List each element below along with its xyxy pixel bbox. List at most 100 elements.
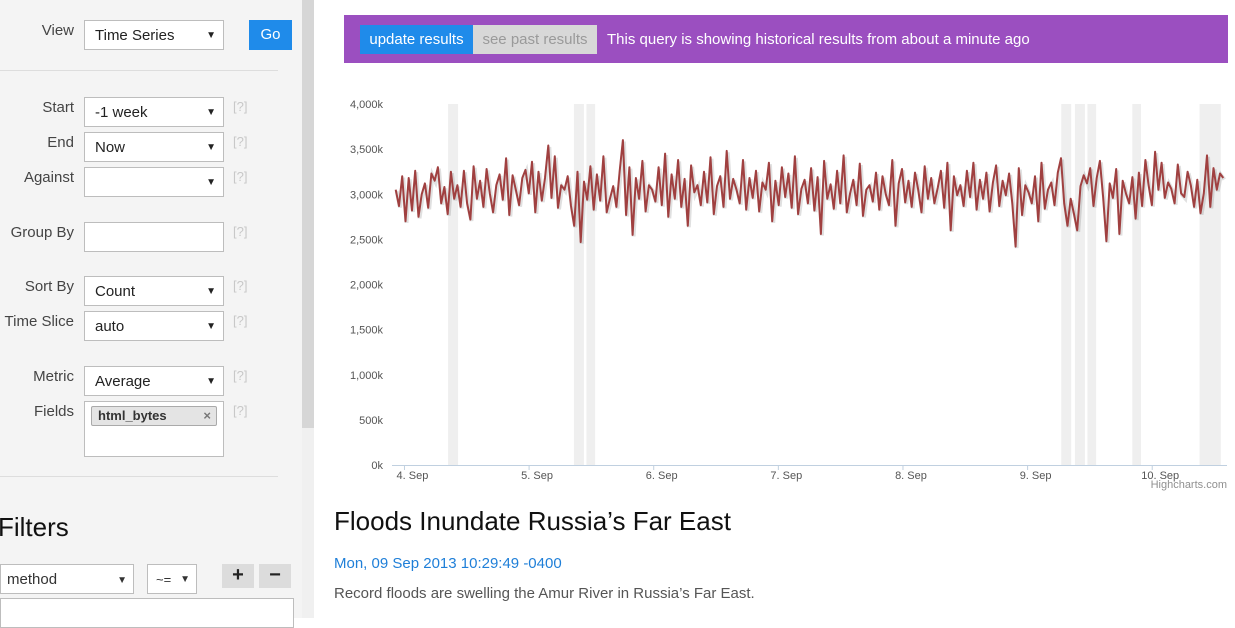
missing-data-band <box>586 104 596 465</box>
fields-label: Fields <box>33 403 74 420</box>
time-slice-select-value: auto <box>95 318 125 335</box>
against-row: Against ▼ [?] <box>0 167 302 197</box>
divider <box>0 476 278 477</box>
y-tick-label: 2,500k <box>350 234 384 246</box>
start-label: Start <box>42 99 74 116</box>
chevron-down-icon: ▼ <box>206 286 216 297</box>
end-select[interactable]: Now ▼ <box>84 132 224 162</box>
time-slice-help-link[interactable]: [?] <box>233 313 248 328</box>
chevron-down-icon: ▼ <box>206 376 216 387</box>
field-chip-label: html_bytes <box>98 408 167 423</box>
view-select[interactable]: Time Series ▼ <box>84 20 224 50</box>
chevron-down-icon: ▼ <box>117 575 127 586</box>
y-tick-label: 4,000k <box>350 99 384 111</box>
start-select[interactable]: -1 week ▼ <box>84 97 224 127</box>
missing-data-band <box>448 104 459 465</box>
fields-help-link[interactable]: [?] <box>233 403 248 418</box>
missing-data-band <box>1074 104 1085 465</box>
sort-by-select-value: Count <box>95 283 136 300</box>
divider <box>0 70 278 71</box>
end-label: End <box>47 134 74 151</box>
time-series-chart: 0k 500k 1,000k 1,500k 2,000k 2,500k 3,000k 3,50… <box>350 99 1227 491</box>
missing-data-bands <box>448 104 1221 465</box>
chevron-down-icon: ▼ <box>206 30 216 41</box>
group-by-input[interactable] <box>84 222 224 252</box>
metric-help-link[interactable]: [?] <box>233 368 248 383</box>
end-select-value: Now <box>95 139 126 156</box>
sort-by-help-link[interactable]: [?] <box>233 278 248 293</box>
view-row: View Time Series ▼ Go <box>0 20 302 50</box>
metric-select[interactable]: Average ▼ <box>84 366 224 396</box>
y-axis: 0k 500k 1,000k 1,500k 2,000k 2,500k 3,000k 3,50… <box>350 99 384 472</box>
group-by-row: Group By [?] <box>0 222 302 252</box>
missing-data-band <box>1087 104 1097 465</box>
against-help-link[interactable]: [?] <box>233 169 248 184</box>
article-date[interactable]: Mon, 09 Sep 2013 10:29:49 -0400 <box>334 555 562 572</box>
add-filter-button[interactable]: + <box>222 564 254 588</box>
field-chip: html_bytes × <box>91 406 217 426</box>
start-help-link[interactable]: [?] <box>233 99 248 114</box>
sort-by-row: Sort By Count ▼ [?] <box>0 276 302 306</box>
filter-operator-value: ~= <box>156 572 172 587</box>
fields-multiselect[interactable]: html_bytes × <box>84 401 224 457</box>
filter-value-input[interactable] <box>0 598 294 628</box>
x-tick-label: 6. Sep <box>646 470 678 482</box>
x-tick-label: 7. Sep <box>770 470 802 482</box>
missing-data-band <box>1061 104 1072 465</box>
missing-data-band <box>1132 104 1142 465</box>
x-axis: 4. Sep 5. Sep 6. Sep 7. Sep 8. Sep 9. Sep 10. … <box>392 465 1227 482</box>
metric-row: Metric Average ▼ [?] <box>0 366 302 396</box>
y-tick-label: 0k <box>371 460 383 472</box>
filter-column-select[interactable]: method ▼ <box>0 564 134 594</box>
x-tick-label: 8. Sep <box>895 470 927 482</box>
view-select-value: Time Series <box>95 27 175 44</box>
y-tick-label: 1,000k <box>350 370 384 382</box>
chevron-down-icon: ▼ <box>206 142 216 153</box>
x-tick-label: 4. Sep <box>397 470 429 482</box>
update-results-button[interactable]: update results <box>360 25 473 54</box>
close-icon[interactable]: × <box>203 408 211 423</box>
view-label: View <box>41 22 74 39</box>
sidebar-scrollbar-track[interactable] <box>302 428 314 618</box>
highcharts-credit[interactable]: Highcharts.com <box>1151 479 1227 491</box>
y-tick-label: 3,000k <box>350 189 384 201</box>
go-button[interactable]: Go <box>249 20 292 50</box>
time-slice-row: Time Slice auto ▼ [?] <box>0 311 302 341</box>
chevron-down-icon: ▼ <box>206 107 216 118</box>
article-title[interactable]: Floods Inundate Russia’s Far East <box>334 506 731 536</box>
y-tick-label: 3,500k <box>350 144 384 156</box>
sort-by-label: Sort By <box>24 278 74 295</box>
metric-select-value: Average <box>95 373 151 390</box>
chevron-down-icon: ▼ <box>206 321 216 332</box>
remove-filter-button[interactable]: − <box>259 564 291 588</box>
time-slice-select[interactable]: auto ▼ <box>84 311 224 341</box>
banner-message: This query is showing historical results… <box>607 31 1030 48</box>
x-tick-label: 9. Sep <box>1020 470 1052 482</box>
article-description: Record floods are swelling the Amur Rive… <box>334 585 755 602</box>
group-by-help-link[interactable]: [?] <box>233 224 248 239</box>
series-line[interactable] <box>394 139 1225 248</box>
y-tick-label: 500k <box>359 415 383 427</box>
start-row: Start -1 week ▼ [?] <box>0 97 302 127</box>
metric-label: Metric <box>33 368 74 385</box>
missing-data-band <box>1199 104 1221 465</box>
series-html-bytes <box>394 139 1226 249</box>
y-tick-label: 1,500k <box>350 325 384 337</box>
end-row: End Now ▼ [?] <box>0 132 302 162</box>
historical-results-banner: update results see past results This que… <box>344 15 1228 63</box>
sidebar-scrollbar-thumb[interactable] <box>302 0 314 428</box>
chevron-down-icon: ▼ <box>206 177 216 188</box>
end-help-link[interactable]: [?] <box>233 134 248 149</box>
filter-operator-select[interactable]: ~= ▼ <box>147 564 197 594</box>
sort-by-select[interactable]: Count ▼ <box>84 276 224 306</box>
against-select[interactable]: ▼ <box>84 167 224 197</box>
chevron-down-icon: ▼ <box>180 574 190 585</box>
query-sidebar: View Time Series ▼ Go Start -1 week ▼ [?… <box>0 0 302 628</box>
missing-data-band <box>573 104 584 465</box>
see-past-results-button[interactable]: see past results <box>473 25 597 54</box>
against-label: Against <box>23 169 74 186</box>
group-by-label: Group By <box>10 224 74 241</box>
filter-column-value: method <box>7 571 58 588</box>
x-tick-label: 10. Sep <box>1141 470 1179 482</box>
start-select-value: -1 week <box>95 104 148 121</box>
